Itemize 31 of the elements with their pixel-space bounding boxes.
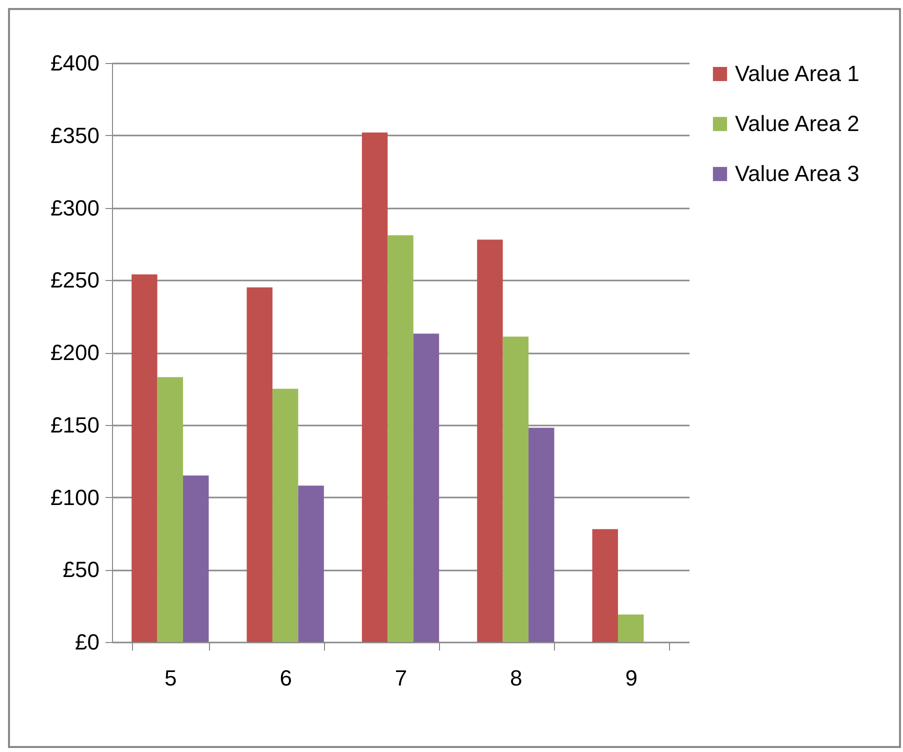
y-tick-label: £400 [50,50,100,76]
x-tick-label: 9 [625,666,638,690]
bar [592,529,618,642]
x-tick-label: 8 [510,666,522,690]
x-tick-label: 7 [394,666,408,690]
y-tick-label: £150 [50,412,100,438]
bar [413,334,440,642]
bar [477,240,503,642]
legend-label: Value Area 2 [735,111,860,136]
x-tick-label: 6 [280,666,292,690]
bar [388,235,414,642]
legend-label: Value Area 3 [735,161,860,186]
legend-label: Value Area 1 [735,61,860,86]
bar [157,377,184,642]
y-tick-label: £0 [75,630,100,654]
bar [132,274,158,642]
y-tick-label: £100 [50,484,100,510]
y-tick-label: £300 [50,195,100,220]
bar [246,287,272,642]
bar [272,388,298,642]
bar [362,132,388,642]
y-tick-label: £250 [50,268,100,293]
bar [502,336,529,642]
bar [528,428,554,642]
bar [618,614,644,642]
y-tick-label: £200 [50,340,100,365]
bar [298,486,324,642]
x-tick-label: 5 [164,666,177,690]
y-tick-label: £350 [50,122,100,148]
y-tick-label: £50 [62,557,100,582]
bar [183,476,209,642]
